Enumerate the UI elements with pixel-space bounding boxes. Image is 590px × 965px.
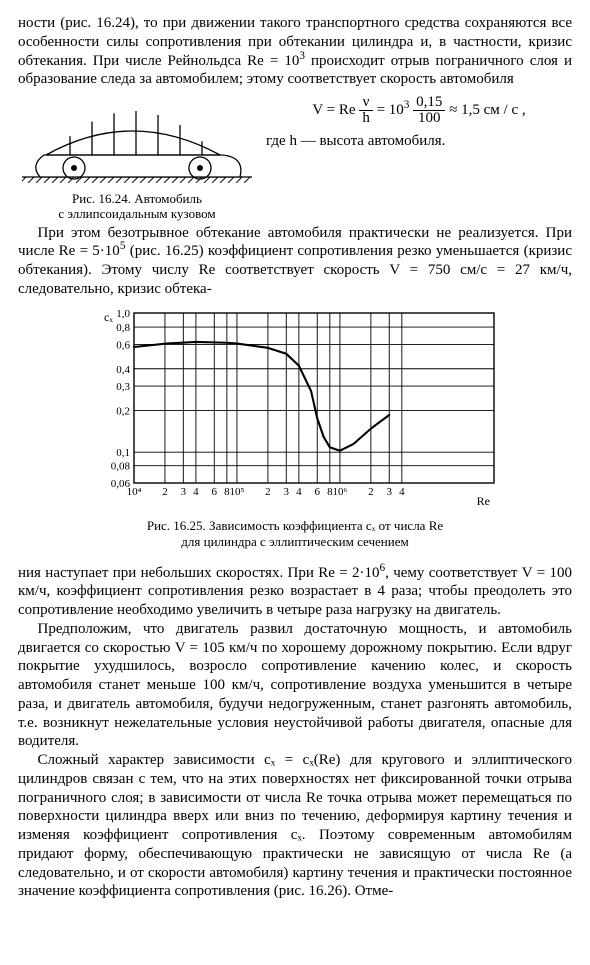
svg-text:cₓ: cₓ [104,310,113,324]
svg-text:0,8: 0,8 [116,322,130,334]
eq-v: V = Re [312,102,359,118]
figure-16-24: Рис. 16.24. Автомобиль с эллипсоидальным… [18,93,256,222]
paragraph-5: Сложный характер зависимости cₓ = cₓ(Re)… [18,751,572,901]
svg-text:3: 3 [386,486,392,498]
eq-100: 100 [413,111,445,126]
svg-text:0,06: 0,06 [111,478,131,490]
svg-text:0,4: 0,4 [116,363,130,375]
svg-text:6: 6 [314,486,320,498]
chart-cx-re: 10⁴2346810⁵2346810⁶234Re0,060,080,10,20,… [90,307,500,507]
fig25-caption: Рис. 16.25. Зависимость коэффициента cₓ … [18,518,572,549]
svg-text:3: 3 [181,486,187,498]
svg-text:0,1: 0,1 [116,447,130,459]
paragraph-1: ности (рис. 16.24), то при движении тако… [18,14,572,89]
fig24-cap-a: Рис. 16.24. Автомобиль [72,191,202,206]
svg-text:10⁵: 10⁵ [230,486,245,498]
eq-where-txt: где h — высота автомобиля. [266,133,445,149]
svg-text:6: 6 [212,486,218,498]
figure-16-25: 10⁴2346810⁵2346810⁶234Re0,060,080,10,20,… [18,307,572,513]
car-illustration [22,93,252,183]
svg-text:0,08: 0,08 [111,460,131,472]
p3a: ния наступает при небольших скоростях. П… [18,565,380,581]
eq-015: 0,15 [413,95,445,111]
svg-text:4: 4 [296,486,302,498]
svg-text:3: 3 [284,486,290,498]
paragraph-4: Предположим, что двигатель развил достат… [18,620,572,751]
svg-text:0,6: 0,6 [116,339,130,351]
fig25-cap-a: Рис. 16.25. Зависимость коэффициента cₓ … [147,518,443,533]
eq-h: h [359,111,373,126]
paragraph-2: При этом безотрывное обтекание автомобил… [18,224,572,299]
fig24-cap-b: с эллипсоидальным кузовом [58,206,215,221]
svg-text:1,0: 1,0 [116,308,130,320]
eq-nu: ν [359,95,373,111]
svg-text:4: 4 [193,486,199,498]
fig24-caption: Рис. 16.24. Автомобиль с эллипсоидальным… [18,192,256,222]
eq-where: где h — высота автомобиля. [266,132,572,151]
paragraph-3: ния наступает при небольших скоростях. П… [18,564,572,620]
svg-text:4: 4 [399,486,405,498]
svg-text:10⁶: 10⁶ [332,486,347,498]
svg-text:Re: Re [477,494,490,507]
svg-text:0,2: 0,2 [116,405,130,417]
svg-text:0,3: 0,3 [116,381,130,393]
eq-mid: = 10 [373,102,404,118]
svg-text:2: 2 [265,486,271,498]
svg-text:2: 2 [162,486,168,498]
svg-text:2: 2 [368,486,374,498]
fig25-cap-b: для цилиндра с эллиптическим сечением [181,534,408,549]
eq-tail: ≈ 1,5 см / с , [445,102,525,118]
